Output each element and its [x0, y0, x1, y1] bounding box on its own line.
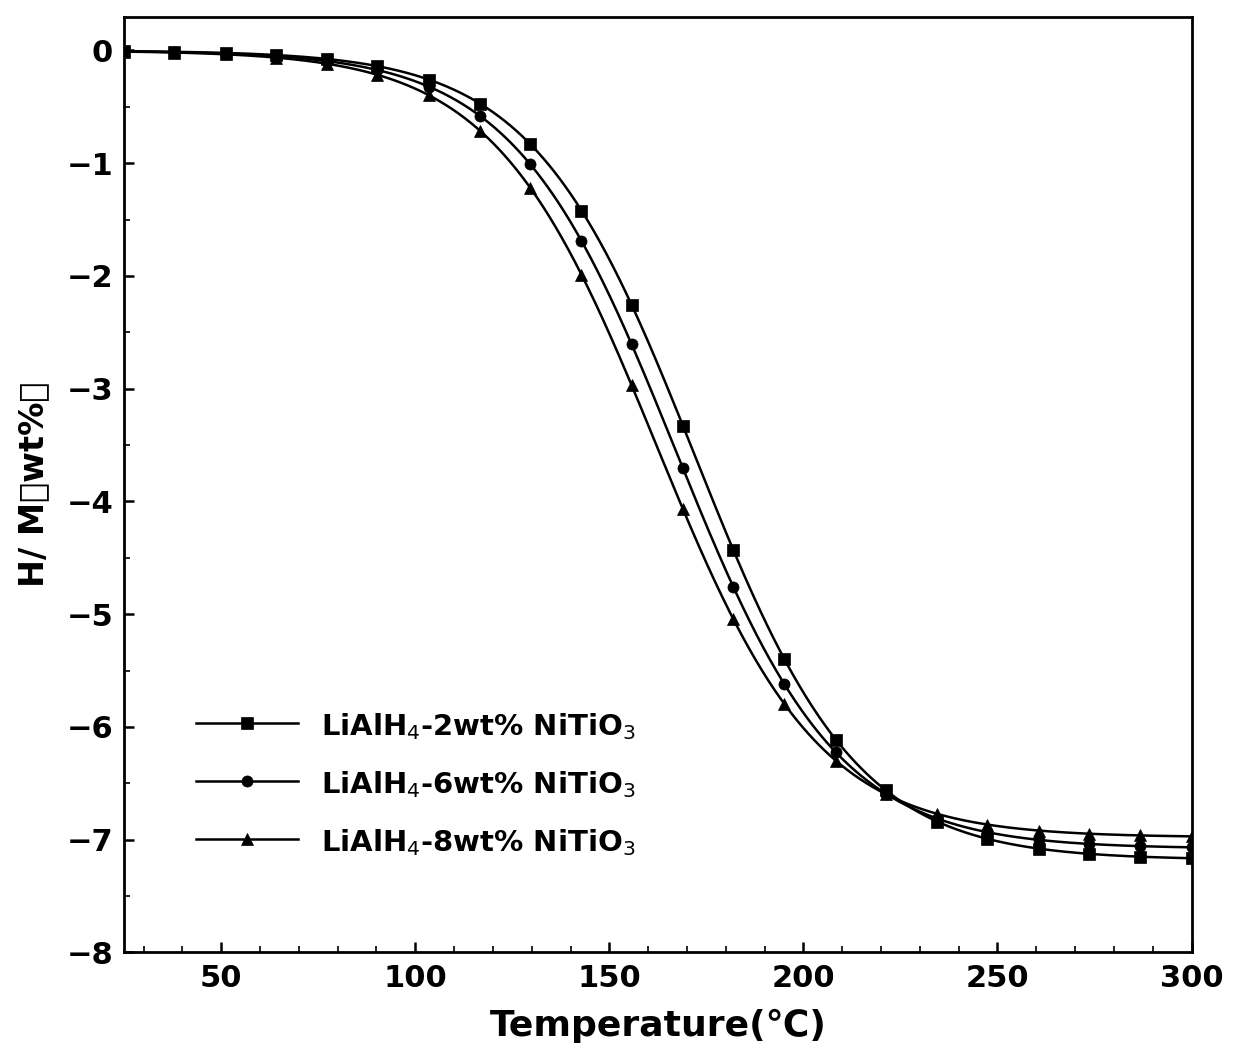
LiAlH$_4$-6wt% NiTiO$_3$: [849, 766, 864, 779]
LiAlH$_4$-6wt% NiTiO$_3$: [226, 48, 241, 60]
LiAlH$_4$-6wt% NiTiO$_3$: [1184, 841, 1199, 853]
Y-axis label: H/ M（wt%）: H/ M（wt%）: [16, 382, 50, 587]
Line: LiAlH$_4$-2wt% NiTiO$_3$: LiAlH$_4$-2wt% NiTiO$_3$: [119, 46, 1197, 864]
LiAlH$_4$-2wt% NiTiO$_3$: [949, 823, 963, 835]
LiAlH$_4$-6wt% NiTiO$_3$: [548, 193, 563, 206]
LiAlH$_4$-2wt% NiTiO$_3$: [226, 47, 241, 59]
LiAlH$_4$-8wt% NiTiO$_3$: [1184, 830, 1199, 843]
Legend: LiAlH$_4$-2wt% NiTiO$_3$, LiAlH$_4$-6wt% NiTiO$_3$, LiAlH$_4$-8wt% NiTiO$_3$: LiAlH$_4$-2wt% NiTiO$_3$, LiAlH$_4$-6wt%…: [181, 695, 651, 872]
LiAlH$_4$-6wt% NiTiO$_3$: [117, 45, 131, 57]
LiAlH$_4$-2wt% NiTiO$_3$: [548, 167, 563, 180]
LiAlH$_4$-8wt% NiTiO$_3$: [117, 46, 131, 58]
LiAlH$_4$-8wt% NiTiO$_3$: [587, 295, 601, 307]
LiAlH$_4$-6wt% NiTiO$_3$: [587, 259, 601, 271]
LiAlH$_4$-2wt% NiTiO$_3$: [968, 829, 983, 842]
LiAlH$_4$-2wt% NiTiO$_3$: [117, 45, 131, 57]
LiAlH$_4$-6wt% NiTiO$_3$: [949, 818, 963, 831]
LiAlH$_4$-8wt% NiTiO$_3$: [949, 812, 963, 825]
X-axis label: Temperature(℃): Temperature(℃): [490, 1009, 826, 1043]
LiAlH$_4$-8wt% NiTiO$_3$: [548, 222, 563, 234]
Line: LiAlH$_4$-6wt% NiTiO$_3$: LiAlH$_4$-6wt% NiTiO$_3$: [119, 46, 1197, 853]
LiAlH$_4$-6wt% NiTiO$_3$: [968, 824, 983, 836]
LiAlH$_4$-8wt% NiTiO$_3$: [226, 49, 241, 61]
LiAlH$_4$-2wt% NiTiO$_3$: [849, 758, 864, 771]
LiAlH$_4$-8wt% NiTiO$_3$: [849, 771, 864, 783]
LiAlH$_4$-8wt% NiTiO$_3$: [968, 816, 983, 829]
LiAlH$_4$-2wt% NiTiO$_3$: [587, 226, 601, 238]
Line: LiAlH$_4$-8wt% NiTiO$_3$: LiAlH$_4$-8wt% NiTiO$_3$: [118, 46, 1198, 843]
LiAlH$_4$-2wt% NiTiO$_3$: [1184, 852, 1199, 865]
